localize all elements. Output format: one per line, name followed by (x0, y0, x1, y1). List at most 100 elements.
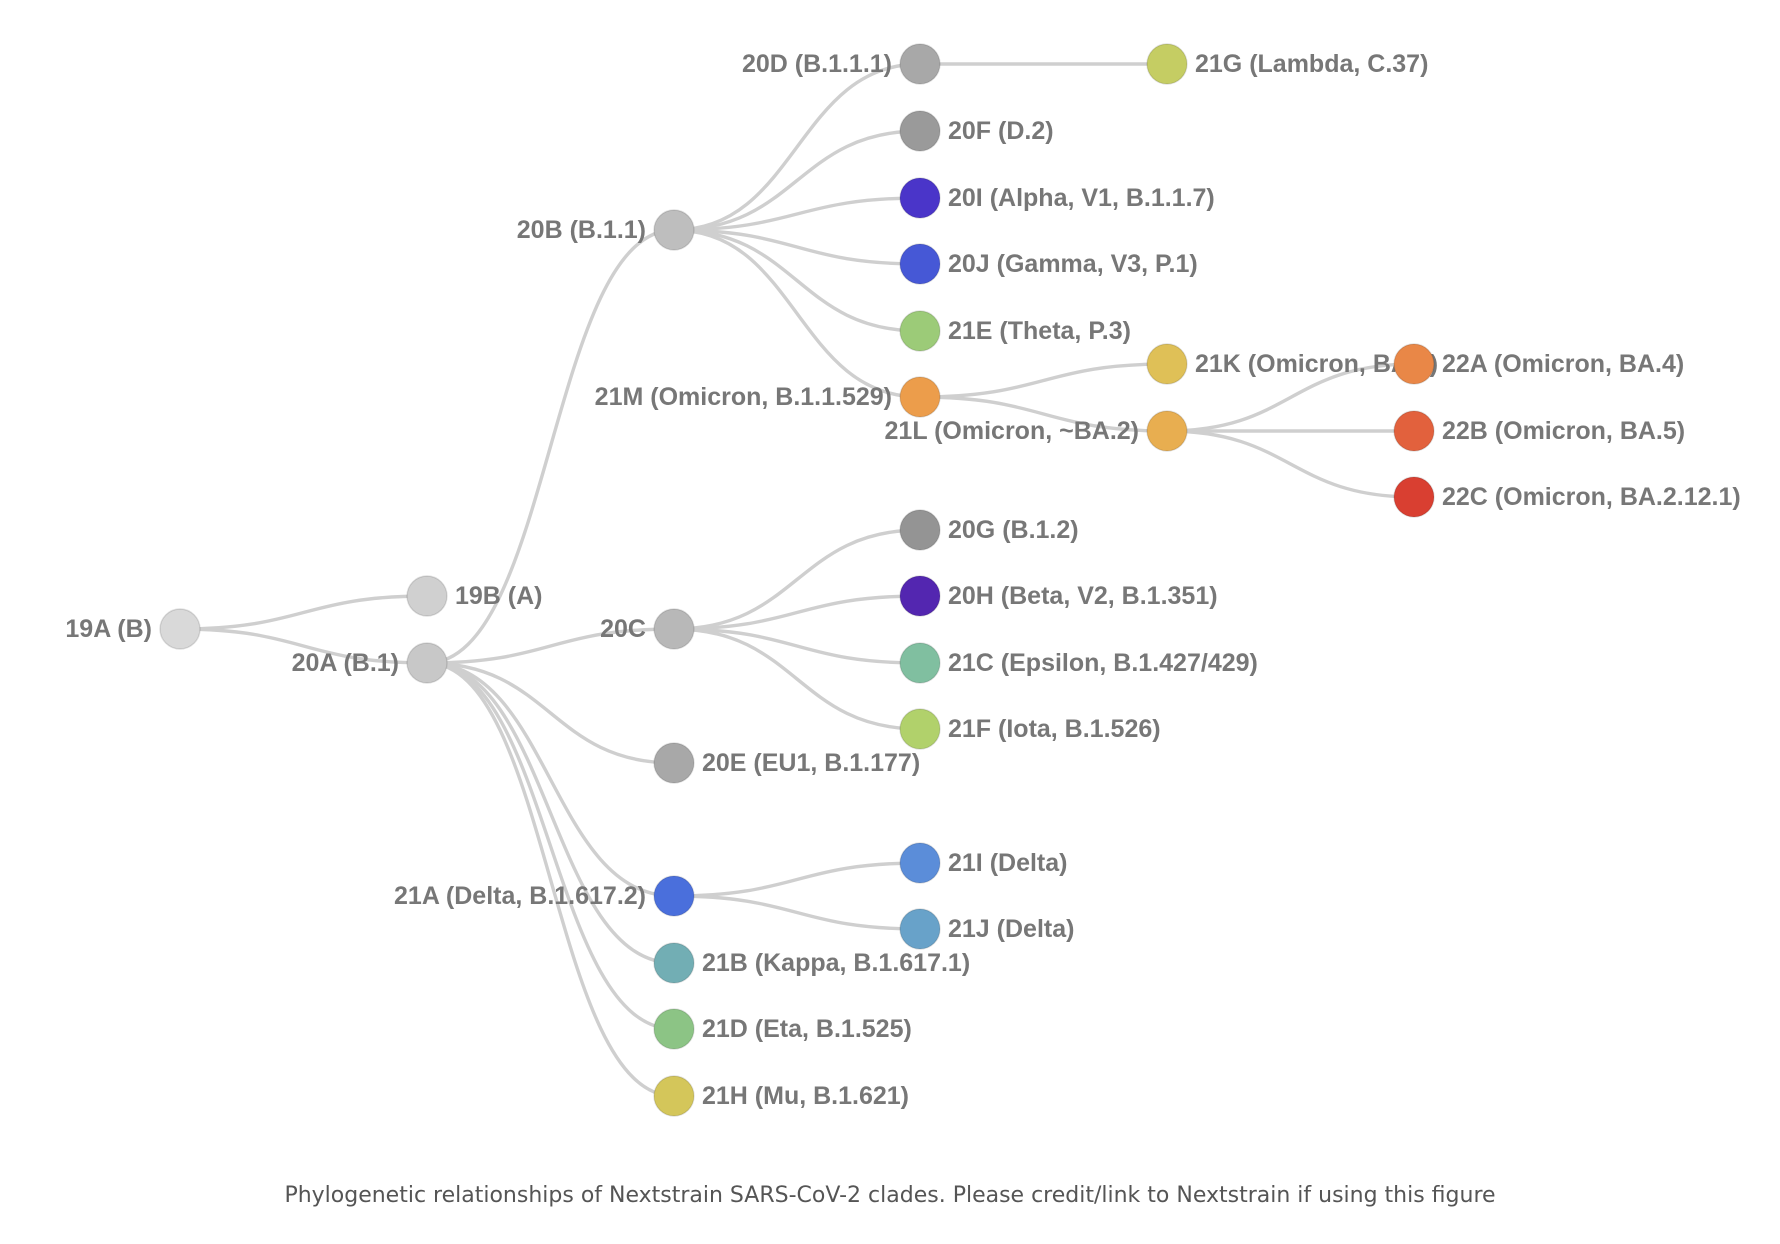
edge-20b-20i (673, 196, 921, 232)
edge-20b-21m (673, 228, 921, 399)
clade-label-20f: 20F (D.2) (948, 117, 1054, 145)
clade-node-22b[interactable]: 22B (Omicron, BA.5) (1393, 410, 1685, 452)
edge-20c-21c (673, 627, 921, 665)
edge-21l-22a (1166, 362, 1415, 433)
clade-dot-21f[interactable] (899, 708, 941, 750)
clade-node-20c[interactable]: 20C (600, 608, 695, 650)
clade-dot-22b[interactable] (1393, 410, 1435, 452)
clade-node-20f[interactable]: 20F (D.2) (899, 110, 1054, 152)
edge-19a-20a (179, 627, 428, 665)
clade-dot-21l[interactable] (1146, 410, 1188, 452)
clade-label-20d: 20D (B.1.1.1) (742, 50, 892, 78)
clade-label-21e: 21E (Theta, P.3) (948, 317, 1131, 345)
clade-node-20g[interactable]: 20G (B.1.2) (899, 509, 1079, 551)
clade-label-20b: 20B (B.1.1) (517, 216, 646, 244)
clade-dot-19b[interactable] (406, 575, 448, 617)
clade-label-20c: 20C (600, 615, 646, 643)
clade-dot-20g[interactable] (899, 509, 941, 551)
tree-nodes: 19A (B) 19B (A) 20A (B.1) 20B (B.1.1) 20C 20E… (65, 43, 1741, 1117)
clade-node-22a[interactable]: 22A (Omicron, BA.4) (1393, 343, 1684, 385)
edge-20c-20g (673, 528, 921, 631)
clade-dot-20a[interactable] (406, 642, 448, 684)
clade-label-21a: 21A (Delta, B.1.617.2) (394, 882, 646, 910)
clade-dot-20b[interactable] (653, 209, 695, 251)
clade-node-22c[interactable]: 22C (Omicron, BA.2.12.1) (1393, 476, 1741, 518)
clade-node-21j[interactable]: 21J (Delta) (899, 908, 1074, 950)
clade-node-21i[interactable]: 21I (Delta) (899, 842, 1067, 884)
edge-20a-21b (426, 661, 675, 965)
clade-label-21m: 21M (Omicron, B.1.1.529) (595, 383, 892, 411)
edge-20c-20h (673, 594, 921, 631)
clade-dot-21h[interactable] (653, 1075, 695, 1117)
edge-19a-19b (179, 594, 428, 631)
clade-node-21b[interactable]: 21B (Kappa, B.1.617.1) (653, 942, 970, 984)
clade-dot-21b[interactable] (653, 942, 695, 984)
clade-label-21d: 21D (Eta, B.1.525) (702, 1015, 912, 1043)
clade-node-20j[interactable]: 20J (Gamma, V3, P.1) (899, 243, 1198, 285)
clade-dot-19a[interactable] (159, 608, 201, 650)
clade-dot-21a[interactable] (653, 875, 695, 917)
clade-node-20h[interactable]: 20H (Beta, V2, B.1.351) (899, 575, 1218, 617)
clade-label-21g: 21G (Lambda, C.37) (1195, 50, 1428, 78)
clade-node-20e[interactable]: 20E (EU1, B.1.177) (653, 742, 920, 784)
figure-caption: Phylogenetic relationships of Nextstrain… (284, 1183, 1496, 1208)
clade-dot-20f[interactable] (899, 110, 941, 152)
edge-20a-21d (426, 661, 675, 1031)
clade-label-21h: 21H (Mu, B.1.621) (702, 1082, 909, 1110)
clade-node-21g[interactable]: 21G (Lambda, C.37) (1146, 43, 1428, 85)
clade-dot-21k[interactable] (1146, 343, 1188, 385)
clade-node-21d[interactable]: 21D (Eta, B.1.525) (653, 1008, 912, 1050)
clade-dot-21c[interactable] (899, 642, 941, 684)
clade-node-21m[interactable]: 21M (Omicron, B.1.1.529) (595, 376, 941, 418)
edge-20a-20e (426, 661, 675, 765)
clade-node-21c[interactable]: 21C (Epsilon, B.1.427/429) (899, 642, 1258, 684)
edge-20b-20f (673, 129, 921, 232)
clade-label-21i: 21I (Delta) (948, 849, 1067, 877)
clade-node-21h[interactable]: 21H (Mu, B.1.621) (653, 1075, 909, 1117)
clade-node-21e[interactable]: 21E (Theta, P.3) (899, 310, 1131, 352)
clade-node-20d[interactable]: 20D (B.1.1.1) (742, 43, 941, 85)
clade-dot-21e[interactable] (899, 310, 941, 352)
clade-node-19a[interactable]: 19A (B) (65, 608, 201, 650)
clade-node-21a[interactable]: 21A (Delta, B.1.617.2) (394, 875, 695, 917)
clade-dot-22c[interactable] (1393, 476, 1435, 518)
clade-label-20g: 20G (B.1.2) (948, 516, 1079, 544)
clade-label-22a: 22A (Omicron, BA.4) (1442, 350, 1684, 378)
clade-dot-20c[interactable] (653, 608, 695, 650)
clade-dot-21m[interactable] (899, 376, 941, 418)
edge-21a-21i (673, 861, 921, 898)
clade-dot-21j[interactable] (899, 908, 941, 950)
clade-dot-20h[interactable] (899, 575, 941, 617)
clade-label-21c: 21C (Epsilon, B.1.427/429) (948, 649, 1258, 677)
clade-label-19b: 19B (A) (455, 582, 543, 610)
clade-dot-21d[interactable] (653, 1008, 695, 1050)
edge-20a-21h (426, 661, 675, 1098)
clade-label-20j: 20J (Gamma, V3, P.1) (948, 250, 1198, 278)
clade-dot-21i[interactable] (899, 842, 941, 884)
clade-dot-20d[interactable] (899, 43, 941, 85)
clade-node-19b[interactable]: 19B (A) (406, 575, 543, 617)
clade-label-20i: 20I (Alpha, V1, B.1.1.7) (948, 184, 1215, 212)
clade-node-21l[interactable]: 21L (Omicron, ~BA.2) (885, 410, 1188, 452)
edge-21m-21k (919, 362, 1168, 399)
clade-label-22b: 22B (Omicron, BA.5) (1442, 417, 1685, 445)
clade-dot-21g[interactable] (1146, 43, 1188, 85)
clade-dot-20j[interactable] (899, 243, 941, 285)
clade-dot-22a[interactable] (1393, 343, 1435, 385)
clade-node-20b[interactable]: 20B (B.1.1) (517, 209, 695, 251)
edge-20b-21e (673, 228, 921, 333)
edge-20c-21f (673, 627, 921, 731)
tree-edges (179, 62, 1415, 1098)
clade-node-21f[interactable]: 21F (Iota, B.1.526) (899, 708, 1161, 750)
edge-20a-21a (426, 661, 675, 898)
clade-dot-20e[interactable] (653, 742, 695, 784)
clade-label-21b: 21B (Kappa, B.1.617.1) (702, 949, 970, 977)
clade-label-20h: 20H (Beta, V2, B.1.351) (948, 582, 1218, 610)
clade-node-20a[interactable]: 20A (B.1) (292, 642, 448, 684)
clade-label-21j: 21J (Delta) (948, 915, 1074, 943)
clade-node-20i[interactable]: 20I (Alpha, V1, B.1.1.7) (899, 177, 1215, 219)
edge-21a-21j (673, 894, 921, 931)
edge-21l-22c (1166, 429, 1415, 499)
clade-dot-20i[interactable] (899, 177, 941, 219)
clade-label-21f: 21F (Iota, B.1.526) (948, 715, 1161, 743)
